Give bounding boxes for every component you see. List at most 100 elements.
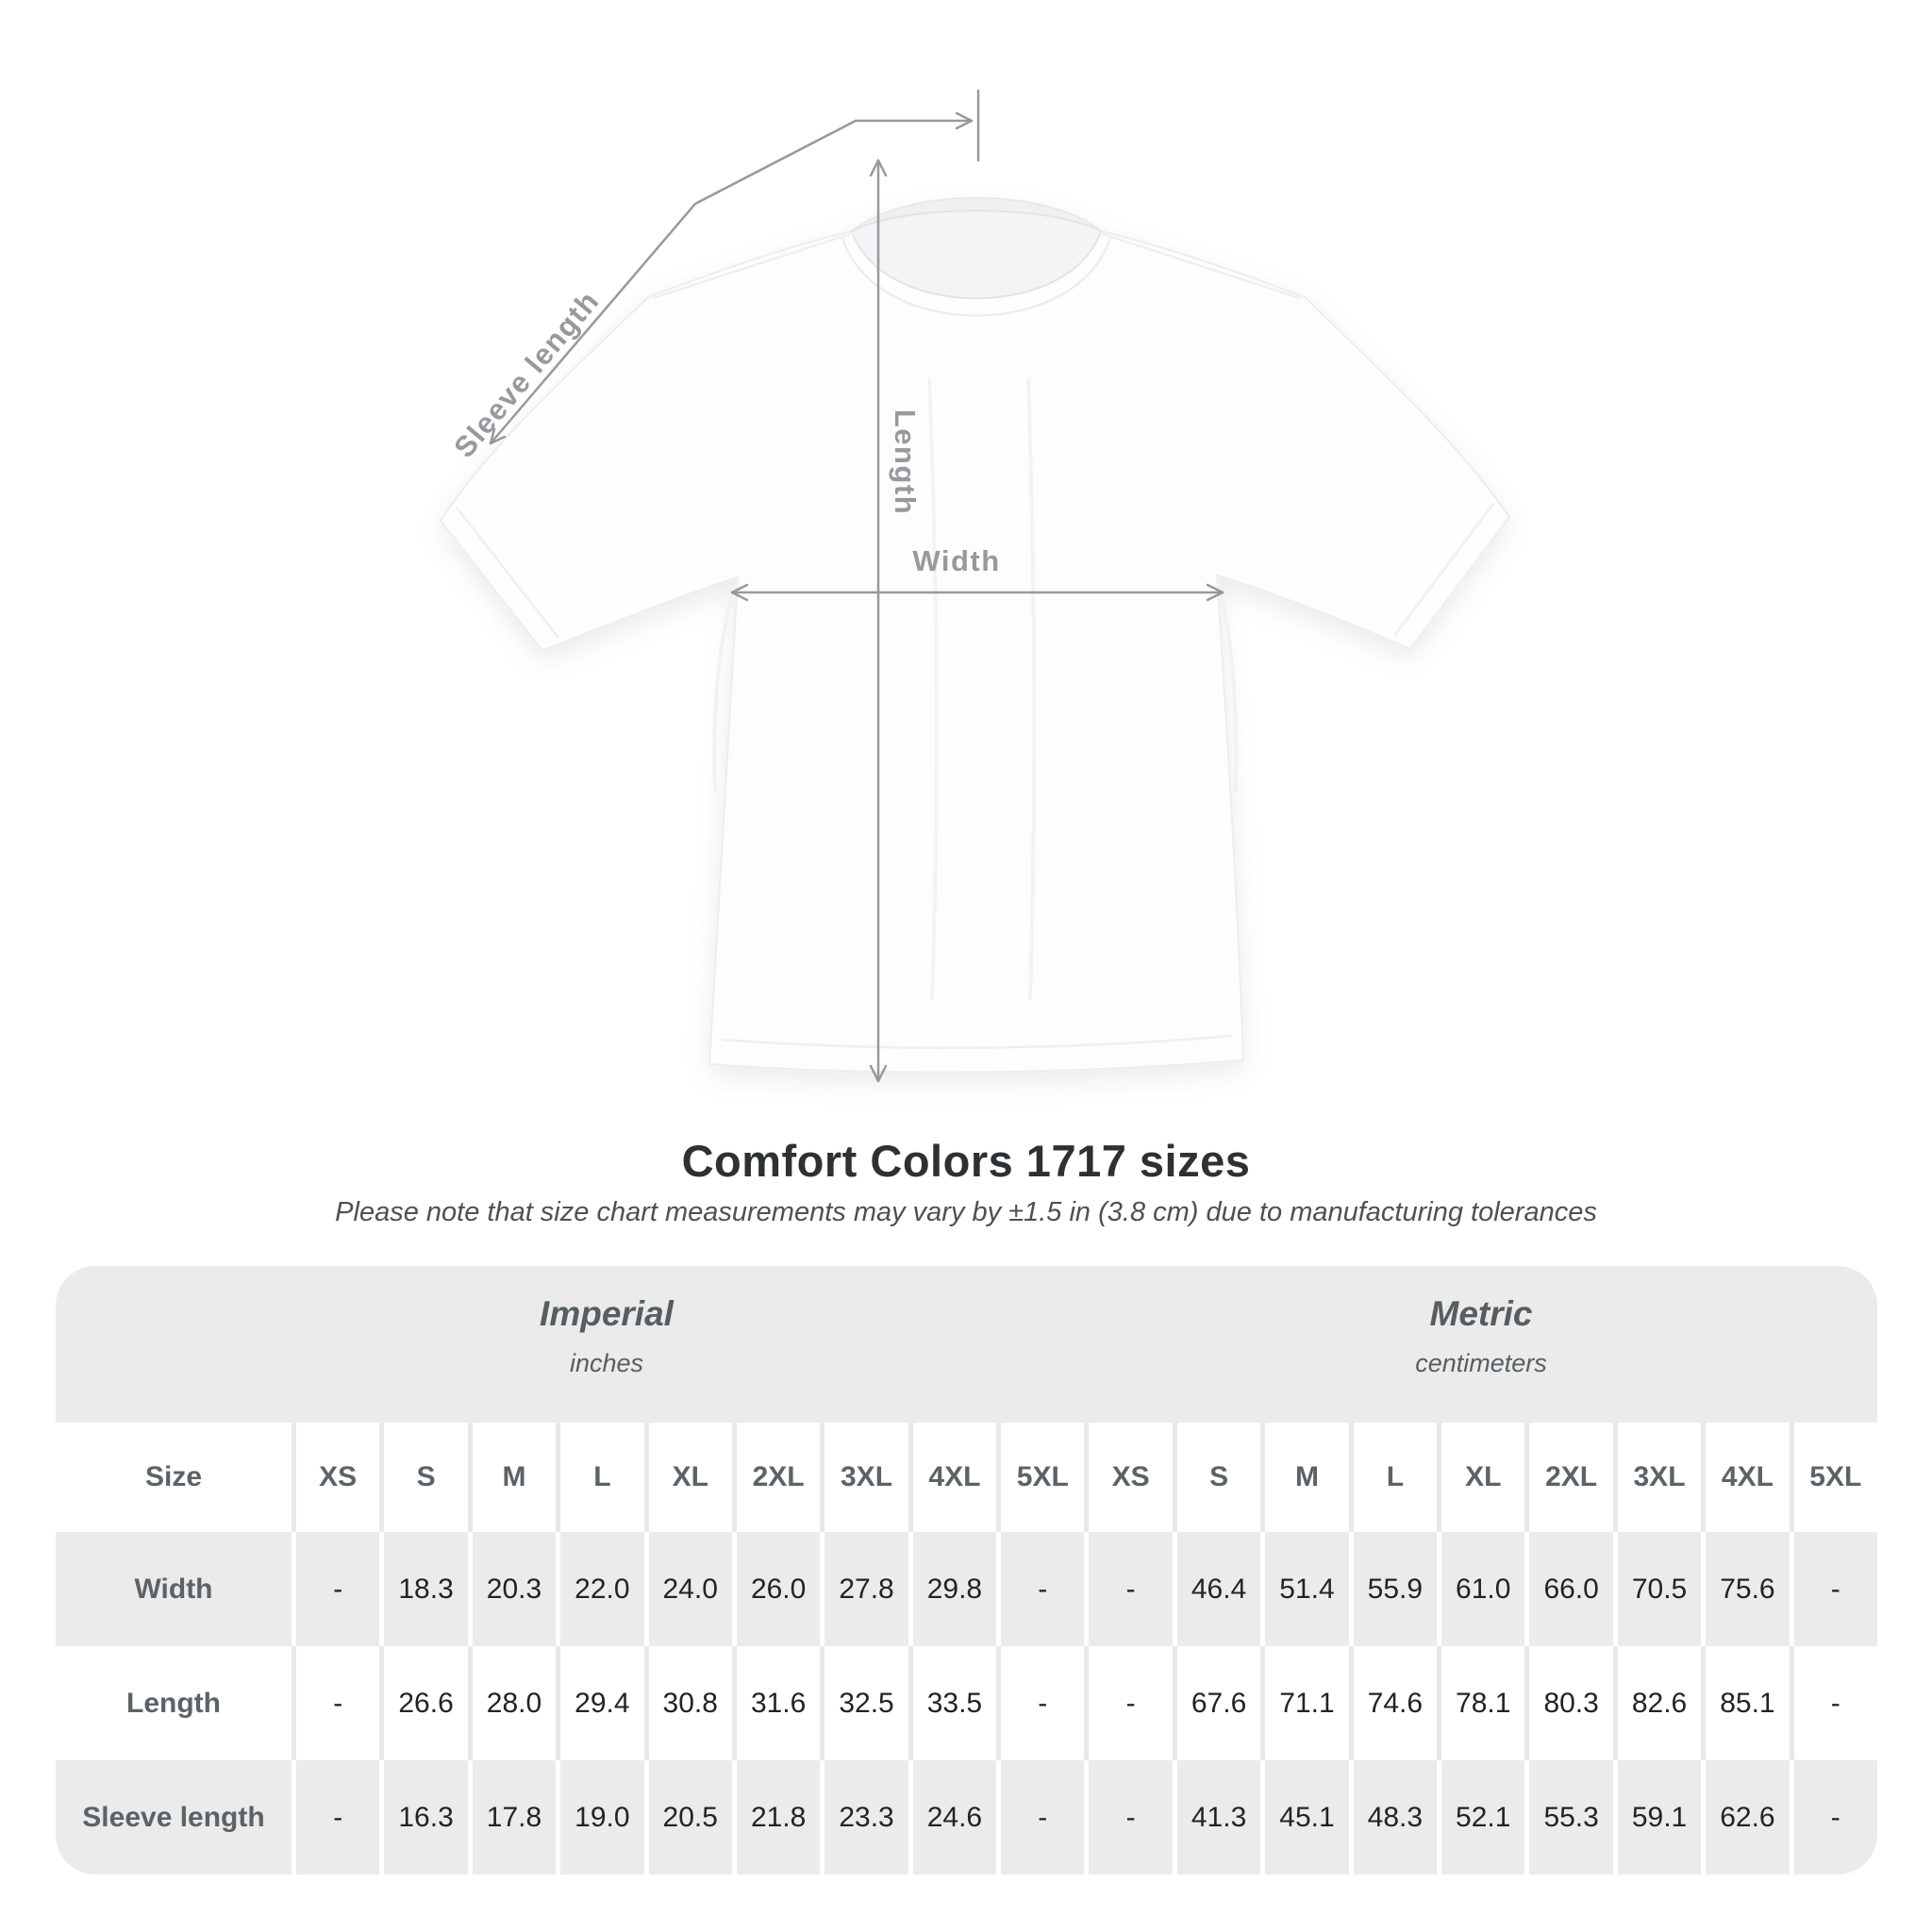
value-cell: 20.5 [648, 1760, 732, 1874]
table-row-sleeve-length: Sleeve length - 16.3 17.8 19.0 20.5 21.8… [56, 1760, 1877, 1874]
value-cell: 62.6 [1706, 1760, 1790, 1874]
value-cell: - [1001, 1532, 1085, 1646]
arrowhead-sleeve-icon [489, 427, 507, 445]
value-cell: 82.6 [1617, 1646, 1702, 1760]
value-cell: 45.1 [1265, 1760, 1349, 1874]
value-cell: 24.6 [912, 1760, 997, 1874]
value-cell: - [1089, 1760, 1173, 1874]
arrowhead-right2-icon [1206, 583, 1224, 602]
size-header: XL [1441, 1423, 1525, 1532]
size-header: S [1176, 1423, 1261, 1532]
value-cell: 24.0 [648, 1532, 732, 1646]
size-header: S [384, 1423, 468, 1532]
value-cell: 80.3 [1529, 1646, 1613, 1760]
collar-opening [850, 209, 1103, 300]
size-header: M [472, 1423, 557, 1532]
row-label: Width [56, 1532, 291, 1646]
value-cell: 26.0 [736, 1532, 821, 1646]
value-cell: 66.0 [1529, 1532, 1613, 1646]
size-header: XL [648, 1423, 732, 1532]
size-header: M [1265, 1423, 1349, 1532]
size-header: XS [296, 1423, 380, 1532]
size-header-row: Size XS S M L XL 2XL 3XL 4XL 5XL XS S M … [56, 1423, 1877, 1532]
sleeve-length-diagonal-line [489, 119, 858, 445]
value-cell: 85.1 [1706, 1646, 1790, 1760]
value-cell: - [296, 1532, 380, 1646]
value-cell: 74.6 [1353, 1646, 1438, 1760]
value-cell: 71.1 [1265, 1646, 1349, 1760]
size-header: 3XL [1617, 1423, 1702, 1532]
value-cell: 22.0 [560, 1532, 644, 1646]
imperial-unit-label: inches [569, 1349, 644, 1377]
value-cell: - [1793, 1532, 1877, 1646]
length-label: Length [889, 409, 922, 515]
table-row-length: Length - 26.6 28.0 29.4 30.8 31.6 32.5 3… [56, 1646, 1877, 1760]
size-header: L [560, 1423, 644, 1532]
size-header: L [1353, 1423, 1438, 1532]
value-cell: 67.6 [1176, 1646, 1261, 1760]
value-cell: 18.3 [384, 1532, 468, 1646]
value-cell: - [1001, 1646, 1085, 1760]
tshirt-illustration [439, 197, 1511, 1074]
unit-group-header: Imperial inches Metric centimeters [56, 1266, 1877, 1423]
value-cell: 19.0 [560, 1760, 644, 1874]
value-cell: 51.4 [1265, 1532, 1349, 1646]
value-cell: 41.3 [1176, 1760, 1261, 1874]
value-cell: - [1793, 1646, 1877, 1760]
value-cell: 30.8 [648, 1646, 732, 1760]
value-cell: 23.3 [824, 1760, 908, 1874]
row-label: Sleeve length [56, 1760, 291, 1874]
value-cell: 32.5 [824, 1646, 908, 1760]
value-cell: 52.1 [1441, 1760, 1525, 1874]
tshirt-measurement-diagram: Sleeve length Length Width [439, 89, 1511, 1083]
value-cell: 46.4 [1176, 1532, 1261, 1646]
value-cell: 29.4 [560, 1646, 644, 1760]
arrowhead-right-icon [955, 111, 974, 130]
size-header: XS [1089, 1423, 1173, 1532]
table-row-width: Width - 18.3 20.3 22.0 24.0 26.0 27.8 29… [56, 1532, 1877, 1646]
value-cell: 61.0 [1441, 1532, 1525, 1646]
value-cell: 17.8 [472, 1760, 557, 1874]
value-cell: 16.3 [384, 1760, 468, 1874]
metric-unit-label: centimeters [1415, 1349, 1547, 1377]
value-cell: 70.5 [1617, 1532, 1702, 1646]
value-cell: 33.5 [912, 1646, 997, 1760]
arrowhead-up-icon [869, 158, 888, 177]
value-cell: - [1793, 1760, 1877, 1874]
size-table: Imperial inches Metric centimeters Size … [56, 1266, 1877, 1874]
arrowhead-down-icon [869, 1064, 888, 1083]
arrowhead-left-icon [730, 583, 749, 602]
size-header: 5XL [1001, 1423, 1085, 1532]
size-header: 4XL [1706, 1423, 1790, 1532]
value-cell: 59.1 [1617, 1760, 1702, 1874]
page-title: Comfort Colors 1717 sizes [681, 1136, 1251, 1186]
value-cell: 26.6 [384, 1646, 468, 1760]
imperial-label: Imperial [540, 1294, 674, 1333]
size-header: 5XL [1793, 1423, 1877, 1532]
size-header: 2XL [1529, 1423, 1613, 1532]
value-cell: 55.9 [1353, 1532, 1438, 1646]
tolerance-note: Please note that size chart measurements… [335, 1197, 1597, 1227]
metric-label: Metric [1429, 1294, 1533, 1333]
imperial-group-header: Imperial inches [540, 1294, 674, 1378]
value-cell: 29.8 [912, 1532, 997, 1646]
width-label: Width [912, 544, 1000, 577]
value-cell: 48.3 [1353, 1760, 1438, 1874]
value-cell: 20.3 [472, 1532, 557, 1646]
size-header: 2XL [736, 1423, 821, 1532]
value-cell: 78.1 [1441, 1646, 1525, 1760]
metric-group-header: Metric centimeters [1415, 1294, 1547, 1378]
value-cell: 31.6 [736, 1646, 821, 1760]
size-header: 3XL [824, 1423, 908, 1532]
value-cell: 55.3 [1529, 1760, 1613, 1874]
value-cell: - [296, 1646, 380, 1760]
size-column-header: Size [56, 1423, 291, 1532]
value-cell: - [1001, 1760, 1085, 1874]
size-header: 4XL [912, 1423, 997, 1532]
row-label: Length [56, 1646, 291, 1760]
value-cell: - [296, 1760, 380, 1874]
value-cell: - [1089, 1646, 1173, 1760]
value-cell: - [1089, 1532, 1173, 1646]
value-cell: 75.6 [1706, 1532, 1790, 1646]
